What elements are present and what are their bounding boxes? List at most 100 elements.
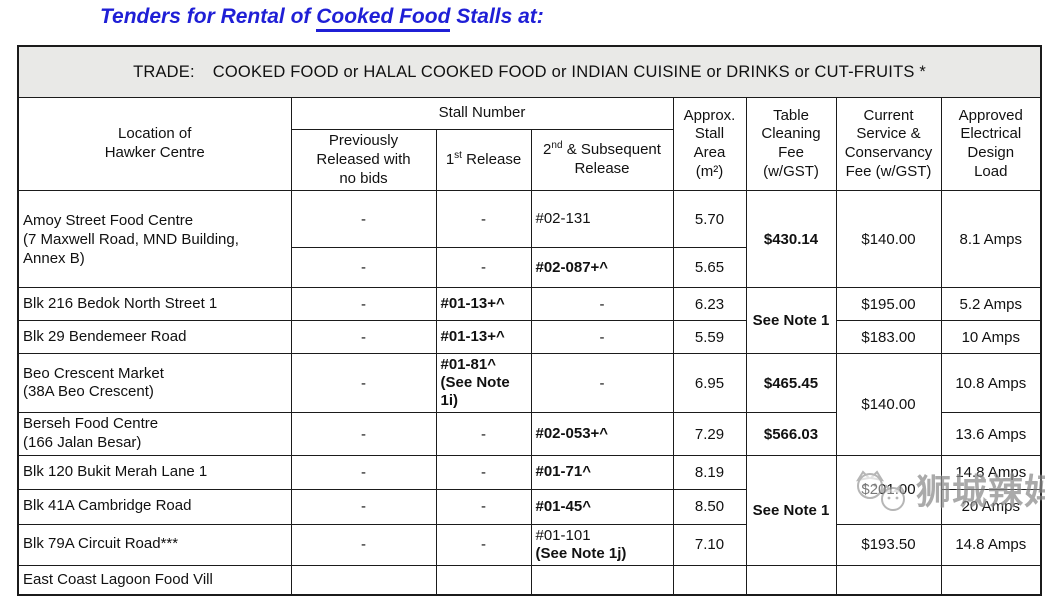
cell-circuit-area: 7.10: [672, 523, 747, 566]
cell-bukit-merah-cleaning-note: See Note 1: [745, 454, 837, 566]
cell-amoy1-area: 5.70: [672, 190, 747, 249]
cell-location-cambridge: Blk 41A Cambridge Road: [17, 488, 292, 525]
table-row-cambridge: Blk 41A Cambridge Road - - #01-45^ 8.50 …: [17, 488, 1042, 525]
cell-bukit-merah-first: -: [435, 454, 532, 490]
cell-bedok-service: $195.00: [835, 287, 942, 322]
cell-amoy2-area: 5.65: [672, 247, 747, 289]
cell-location-berseh: Berseh Food Centre (166 Jalan Besar): [17, 412, 292, 456]
cell-berseh-second: #02-053+^: [530, 412, 674, 456]
cell-amoy-cleaning: $430.14: [745, 190, 837, 289]
cell-cambridge-load: 20 Amps: [940, 488, 1042, 525]
column-header-row-2: Previously Released with no bids 1st Rel…: [18, 128, 1041, 192]
cell-east-coast-cleaning: [745, 564, 837, 596]
tender-table: TRADE: COOKED FOOD or HALAL COOKED FOOD o…: [17, 45, 1043, 596]
cell-amoy1-first: -: [435, 190, 532, 249]
column-header-row-1: Location of Hawker Centre Stall Number A…: [17, 96, 1042, 192]
table-row-amoy-1: Amoy Street Food Centre (7 Maxwell Road,…: [17, 190, 1042, 289]
cell-east-coast-area: [672, 564, 747, 596]
cell-bendemeer-first: #01-13+^: [435, 320, 532, 355]
cell-berseh-cleaning: $566.03: [745, 412, 837, 456]
table-row-beo: Beo Crescent Market (38A Beo Crescent) -…: [17, 353, 1042, 456]
header-first-release: 1st Release: [435, 128, 532, 192]
cell-berseh-prev: -: [290, 412, 437, 456]
cell-amoy2-first: -: [435, 247, 532, 289]
cell-cambridge-prev: -: [290, 488, 437, 525]
cell-bukit-merah-load: 14.8 Amps: [940, 454, 1042, 490]
cell-location-east-coast: East Coast Lagoon Food Vill: [17, 564, 292, 596]
cell-beo-load: 10.8 Amps: [940, 353, 1042, 414]
cell-east-coast-load: [940, 564, 1042, 596]
trade-label: TRADE:: [133, 62, 195, 81]
header-second-release: 2nd & Subsequent Release: [530, 128, 674, 192]
cell-bukit-merah-area: 8.19: [672, 454, 747, 490]
trade-header: TRADE: COOKED FOOD or HALAL COOKED FOOD o…: [17, 45, 1042, 98]
cell-bendemeer-load: 10 Amps: [940, 320, 1042, 355]
cell-bendemeer-area: 5.59: [672, 320, 747, 355]
cell-east-coast-second: [530, 564, 674, 596]
cell-beo-second: -: [530, 353, 674, 414]
cell-bendemeer-prev: -: [290, 320, 437, 355]
cell-amoy1-second: #02-131: [530, 190, 674, 249]
table-row-berseh: Berseh Food Centre (166 Jalan Besar) - -…: [17, 412, 1042, 456]
cell-circuit-second: #01-101 (See Note 1j): [530, 523, 674, 566]
cell-east-coast-first: [435, 564, 532, 596]
cell-beo-service: $140.00: [835, 353, 942, 456]
title-prefix: Tenders for Rental of: [100, 5, 311, 28]
cell-bedok-prev: -: [290, 287, 437, 322]
header-area: Approx. Stall Area (m²): [672, 96, 747, 192]
header-service-fee: Current Service & Conservancy Fee (w/GST…: [835, 96, 942, 192]
header-location: Location of Hawker Centre: [17, 96, 292, 192]
cell-bukit-merah-second: #01-71^: [530, 454, 674, 490]
cell-bendemeer-service: $183.00: [835, 320, 942, 355]
cell-circuit-first: -: [435, 523, 532, 566]
cell-berseh-area: 7.29: [672, 412, 747, 456]
cell-bedok-area: 6.23: [672, 287, 747, 322]
cell-amoy2-second: #02-087+^: [530, 247, 674, 289]
cell-cambridge-first: -: [435, 488, 532, 525]
cell-bedok-first: #01-13+^: [435, 287, 532, 322]
cell-cambridge-second: #01-45^: [530, 488, 674, 525]
cell-circuit-service: $193.50: [835, 523, 942, 566]
cell-bukit-merah-service: $201.00: [835, 454, 942, 525]
cell-east-coast-service: [835, 564, 942, 596]
cell-beo-area: 6.95: [672, 353, 747, 414]
table-row-bedok: Blk 216 Bedok North Street 1 - #01-13+^ …: [17, 287, 1042, 355]
header-prev-released: Previously Released with no bids: [290, 128, 437, 192]
table-row-bukit-merah: Blk 120 Bukit Merah Lane 1 - - #01-71^ 8…: [17, 454, 1042, 566]
header-cleaning-fee: Table Cleaning Fee (w/GST): [745, 96, 837, 192]
title-suffix: Stalls at:: [456, 5, 544, 28]
cell-location-circuit: Blk 79A Circuit Road***: [17, 523, 292, 566]
cell-amoy-service: $140.00: [835, 190, 942, 289]
cell-amoy-load: 8.1 Amps: [940, 190, 1042, 289]
cell-berseh-load: 13.6 Amps: [940, 412, 1042, 456]
cell-bedok-second: -: [530, 287, 674, 322]
cell-location-amoy: Amoy Street Food Centre (7 Maxwell Road,…: [17, 190, 292, 289]
cell-bedok-cleaning-note: See Note 1: [745, 287, 837, 355]
cell-beo-prev: -: [290, 353, 437, 414]
cell-location-beo: Beo Crescent Market (38A Beo Crescent): [17, 353, 292, 414]
cell-berseh-first: -: [435, 412, 532, 456]
trade-value: COOKED FOOD or HALAL COOKED FOOD or INDI…: [212, 62, 926, 81]
trade-header-row: TRADE: COOKED FOOD or HALAL COOKED FOOD o…: [17, 45, 1042, 98]
table-row-circuit: Blk 79A Circuit Road*** - - #01-101 (See…: [17, 523, 1042, 566]
table-row-bendemeer: Blk 29 Bendemeer Road - #01-13+^ - 5.59 …: [17, 320, 1042, 355]
table-row-east-coast: East Coast Lagoon Food Vill: [17, 564, 1042, 596]
cell-circuit-prev: -: [290, 523, 437, 566]
cell-amoy1-prev: -: [290, 190, 437, 249]
cell-location-bedok: Blk 216 Bedok North Street 1: [17, 287, 292, 322]
cell-circuit-load: 14.8 Amps: [940, 523, 1042, 566]
page-title: Tenders for Rental of Cooked Food Stalls…: [100, 5, 544, 32]
cell-beo-cleaning: $465.45: [745, 353, 837, 414]
header-electrical-load: Approved Electrical Design Load: [940, 96, 1042, 192]
cell-amoy2-prev: -: [290, 247, 437, 289]
cell-east-coast-prev: [290, 564, 437, 596]
title-underlined-cooked-food: Cooked Food: [316, 5, 451, 32]
cell-location-bukit-merah: Blk 120 Bukit Merah Lane 1: [17, 454, 292, 490]
cell-cambridge-area: 8.50: [672, 488, 747, 525]
cell-beo-first: #01-81^ (See Note 1i): [435, 353, 532, 414]
cell-bedok-load: 5.2 Amps: [940, 287, 1042, 322]
cell-bendemeer-second: -: [530, 320, 674, 355]
cell-location-bendemeer: Blk 29 Bendemeer Road: [17, 320, 292, 355]
header-stall-number-group: Stall Number: [290, 97, 674, 130]
cell-bukit-merah-prev: -: [290, 454, 437, 490]
